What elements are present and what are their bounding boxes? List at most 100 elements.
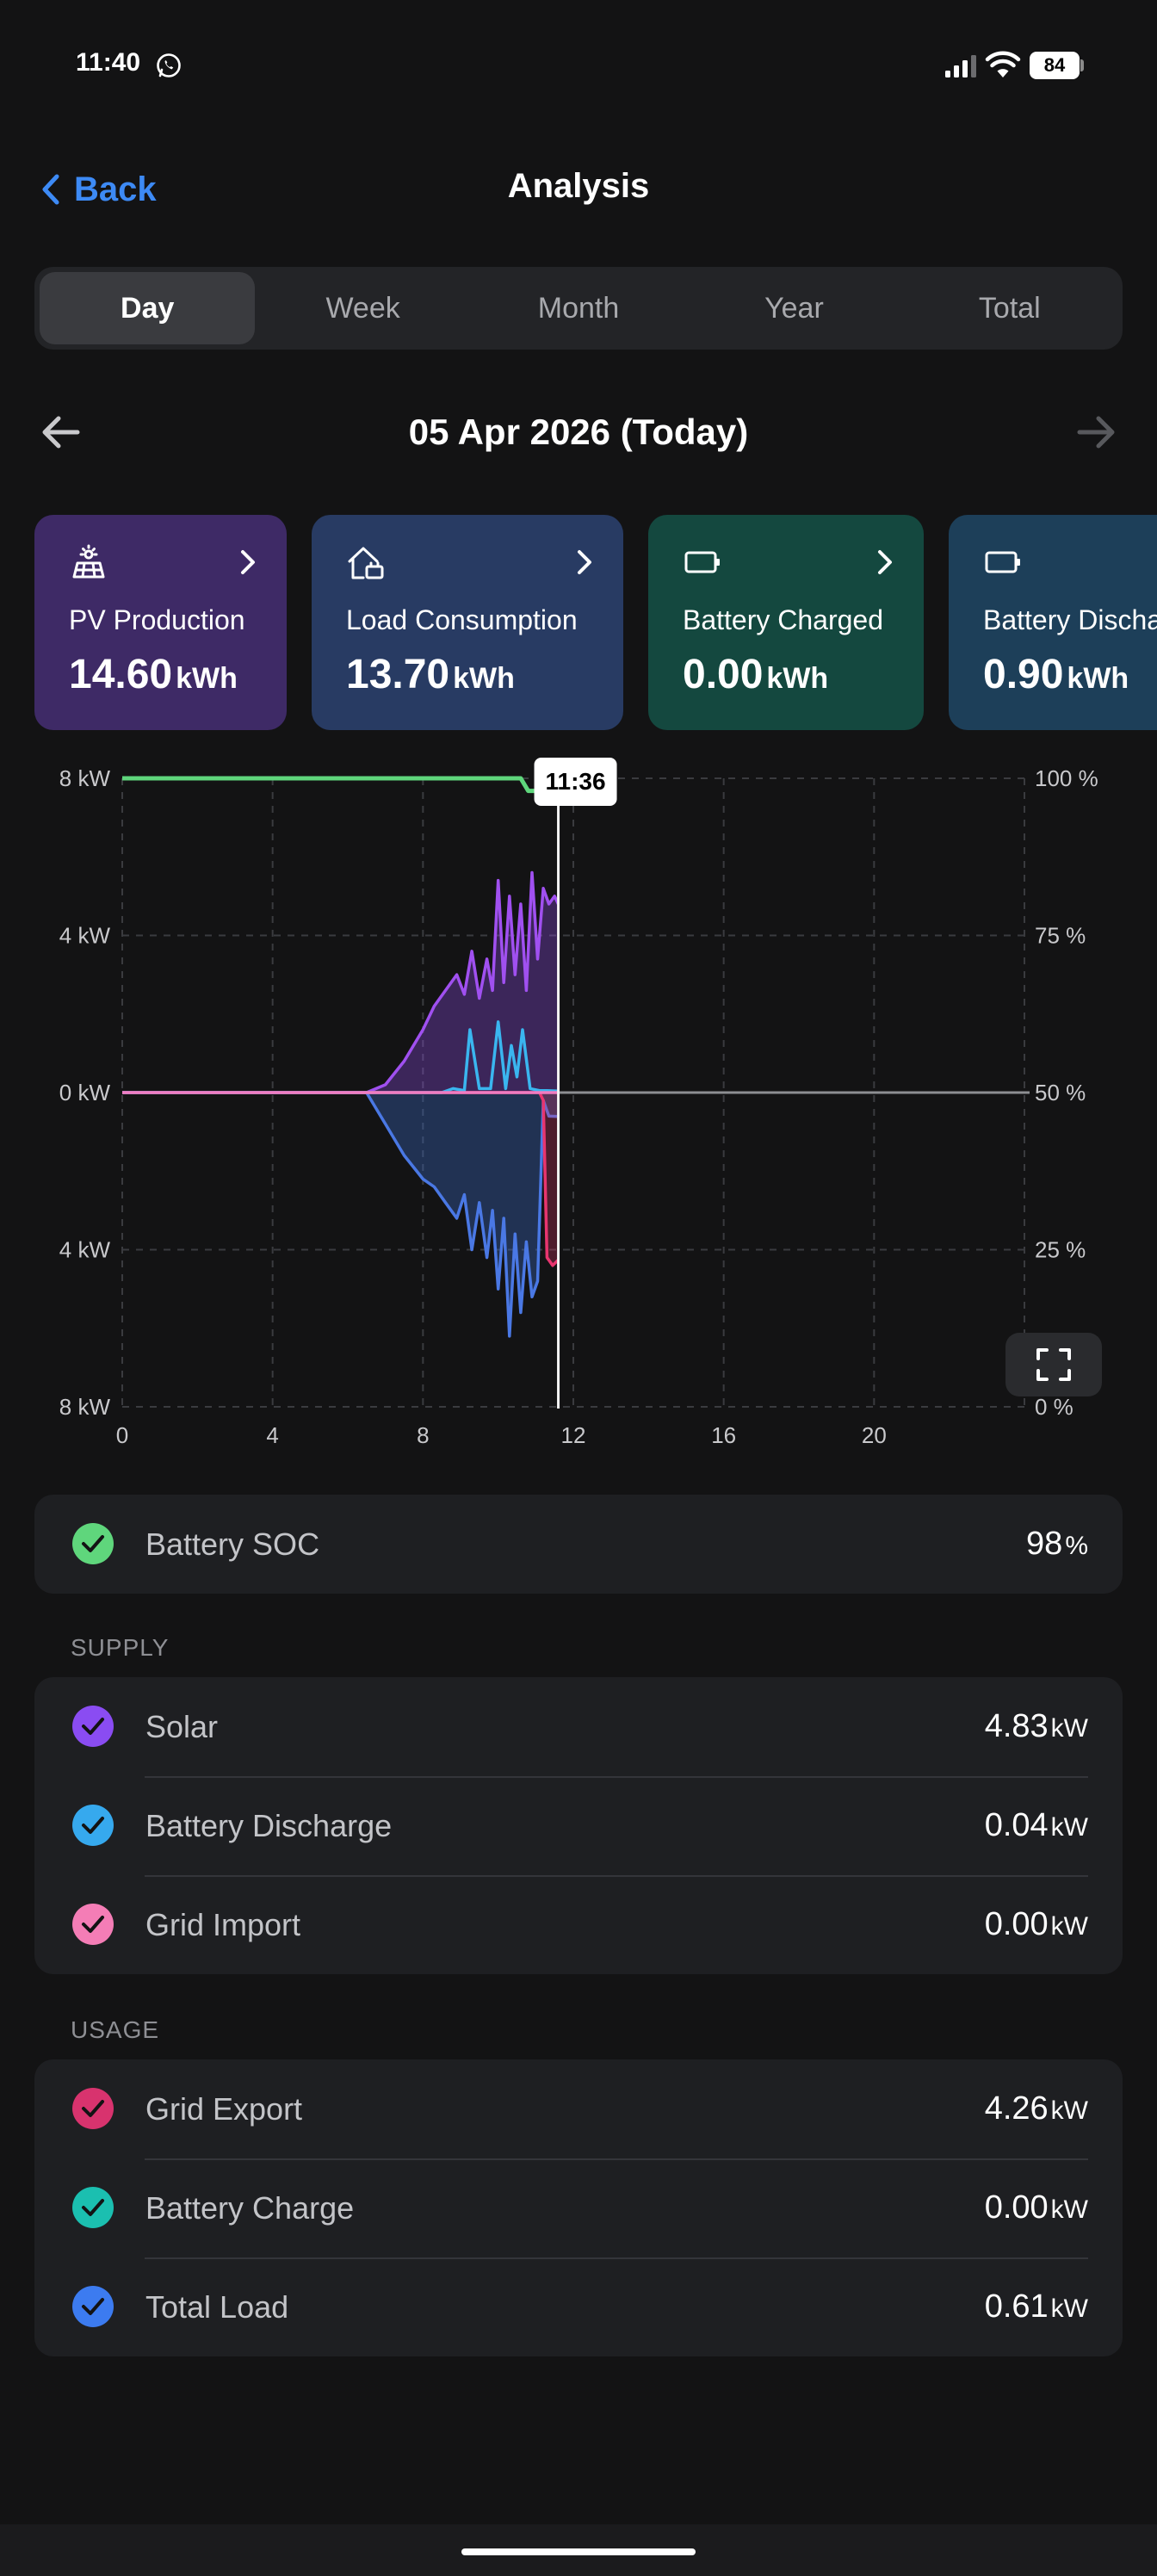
supply-value-number: 0.04: [984, 1807, 1049, 1843]
grid-import-checkbox[interactable]: [72, 1904, 114, 1945]
chevron-right-icon: [878, 550, 892, 574]
supply-label: Grid Import: [145, 1906, 301, 1942]
next-day-button[interactable]: [1073, 410, 1119, 455]
status-bar: 11:40 84: [0, 0, 1157, 129]
chevron-left-icon: [42, 174, 59, 205]
card-title: Load Consumption: [346, 604, 578, 635]
tab-month[interactable]: Month: [537, 291, 620, 325]
card-value-number: 0.00: [683, 652, 764, 697]
arrow-left-icon: [42, 416, 80, 449]
supply-value: 4.83 kW: [985, 1708, 1088, 1745]
supply-value-unit: kW: [1050, 1813, 1088, 1842]
soc-row[interactable]: Battery SOC 98%: [34, 1495, 1123, 1594]
soc-value: 98%: [1026, 1526, 1088, 1563]
supply-value-number: 4.83: [984, 1708, 1049, 1744]
check-icon: [82, 1535, 104, 1552]
card-title: PV Production: [69, 604, 245, 635]
supply-value: 0.00 kW: [985, 1906, 1088, 1943]
check-icon: [82, 2100, 104, 2117]
supply-label: Battery Discharge: [145, 1807, 393, 1843]
cursor-time-label: 11:36: [545, 768, 605, 795]
tab-day[interactable]: Day: [40, 272, 256, 344]
y2-tick-label: 75 %: [1035, 923, 1086, 949]
usage-label: Total Load: [145, 2288, 289, 2325]
usage-value-unit: kW: [1050, 2294, 1088, 2323]
battery-discharge-checkbox[interactable]: [72, 1805, 114, 1846]
y-tick-label: 4 kW: [59, 923, 111, 949]
back-label: Back: [74, 170, 157, 208]
supply-value-unit: kW: [1050, 1912, 1088, 1941]
usage-row-battery-charge[interactable]: Battery Charge 0.00 kW: [34, 2158, 1123, 2257]
usage-value-unit: kW: [1050, 2096, 1088, 2125]
total-load-checkbox[interactable]: [72, 2286, 114, 2327]
usage-value-number: 0.00: [984, 2189, 1049, 2226]
check-icon: [82, 1916, 104, 1933]
card-value-unit: kWh: [176, 662, 238, 695]
usage-value: 0.61 kW: [985, 2288, 1088, 2325]
chevron-right-icon: [241, 550, 255, 574]
period-tabs: Day Week Month Year Total: [34, 267, 1123, 350]
supply-row-grid-import[interactable]: Grid Import 0.00 kW: [34, 1875, 1123, 1974]
series-line-total-load: [122, 1091, 559, 1338]
previous-day-button[interactable]: [38, 410, 84, 455]
series-line-solar: [122, 870, 560, 1094]
y2-tick-label: 50 %: [1035, 1080, 1086, 1105]
pv-production-card[interactable]: PV Production 14.60 kWh: [34, 515, 287, 730]
tab-week[interactable]: Week: [325, 291, 400, 325]
tab-total[interactable]: Total: [978, 291, 1041, 325]
back-button[interactable]: Back: [40, 164, 157, 215]
battery-nub: [1080, 59, 1084, 71]
power-chart-svg: 8 kW 4 kW 0 kW 4 kW 8 kW 100 % 75 % 50 % 25 % 0 %…: [59, 758, 1098, 1448]
fullscreen-button[interactable]: [1005, 1333, 1102, 1396]
card-value-unit: kWh: [1067, 662, 1129, 695]
usage-value-number: 0.61: [984, 2288, 1049, 2325]
home-indicator[interactable]: [461, 2548, 696, 2555]
y2-tick-label: 0 %: [1035, 1394, 1073, 1420]
series-area-total-load: [122, 1093, 559, 1336]
usage-group: Grid Export 4.26 kW Battery Charge 0.00 kW…: [34, 2059, 1123, 2356]
battery-level: 84: [1030, 52, 1080, 79]
usage-label: Battery Charge: [145, 2189, 355, 2226]
solar-checkbox[interactable]: [72, 1706, 114, 1747]
battery-discharged-card[interactable]: Battery Discha 0.90 kWh: [949, 515, 1157, 730]
nav-bar: Back Analysis: [0, 155, 1157, 224]
card-value: 14.60 kWh: [69, 651, 238, 698]
supply-row-solar[interactable]: Solar 4.83 kW: [34, 1677, 1123, 1776]
supply-value-unit: kW: [1050, 1714, 1088, 1743]
card-value-number: 14.60: [69, 652, 173, 697]
card-title: Battery Discha: [983, 604, 1157, 635]
card-value-number: 13.70: [346, 652, 450, 697]
y2-tick-label: 100 %: [1035, 765, 1098, 791]
status-time: 11:40: [76, 48, 141, 77]
page-title: Analysis: [507, 167, 650, 205]
usage-row-total-load[interactable]: Total Load 0.61 kW: [34, 2257, 1123, 2356]
signal-icon: [945, 55, 976, 77]
usage-value: 0.00 kW: [985, 2189, 1088, 2226]
card-value-unit: kWh: [453, 662, 515, 695]
grid-export-checkbox[interactable]: [72, 2088, 114, 2129]
series-area-solar: [122, 872, 559, 1093]
x-tick-label: 20: [862, 1422, 887, 1448]
soc-label: Battery SOC: [145, 1526, 320, 1562]
whatsapp-icon: [157, 53, 181, 77]
usage-value-number: 4.26: [984, 2090, 1049, 2127]
y-tick-label: 4 kW: [59, 1237, 111, 1263]
supply-value: 0.04 kW: [985, 1807, 1088, 1844]
supply-value-number: 0.00: [984, 1906, 1049, 1942]
supply-row-battery-discharge[interactable]: Battery Discharge 0.04 kW: [34, 1776, 1123, 1875]
y2-tick-label: 25 %: [1035, 1237, 1086, 1263]
battery-charge-checkbox[interactable]: [72, 2187, 114, 2228]
tab-year[interactable]: Year: [764, 291, 824, 325]
date-navigator: 05 Apr 2026 (Today): [0, 399, 1157, 465]
expand-icon: [1036, 1348, 1071, 1381]
usage-row-grid-export[interactable]: Grid Export 4.26 kW: [34, 2059, 1123, 2158]
load-consumption-card[interactable]: Load Consumption 13.70 kWh: [312, 515, 623, 730]
x-tick-label: 0: [116, 1422, 128, 1448]
usage-value: 4.26 kW: [985, 2090, 1088, 2127]
summary-cards: PV Production 14.60 kWh Load Consumption …: [0, 515, 1157, 730]
power-chart[interactable]: 8 kW 4 kW 0 kW 4 kW 8 kW 100 % 75 % 50 % 25 % 0 %…: [0, 746, 1157, 1465]
card-value: 13.70 kWh: [346, 651, 515, 698]
soc-checkbox[interactable]: [72, 1523, 114, 1564]
battery-charged-card[interactable]: Battery Charged 0.00 kWh: [648, 515, 924, 730]
date-label: 05 Apr 2026 (Today): [408, 412, 749, 452]
